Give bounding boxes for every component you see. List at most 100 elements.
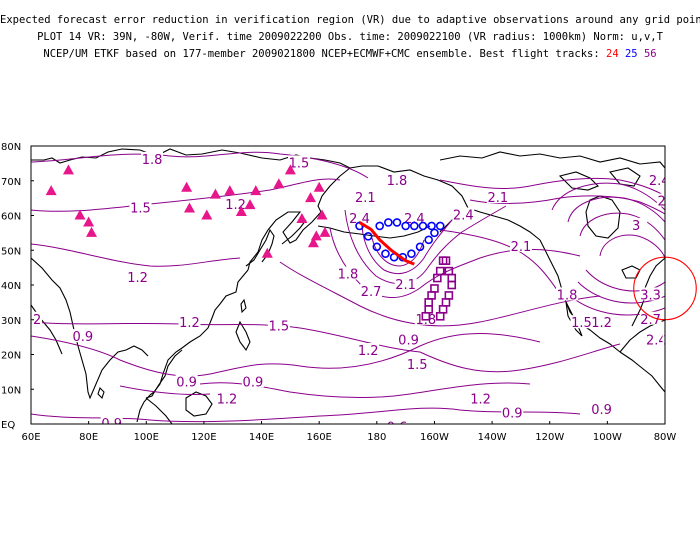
lat-tick-label: 50N [1, 246, 21, 257]
coast-taiwan [240, 298, 247, 314]
contour-label-bg [486, 190, 509, 204]
track-56-point [430, 284, 439, 293]
track-25-point [409, 221, 419, 231]
contour-label-bg [385, 172, 408, 186]
axis-labels: 80N 70N 60N 50N 40N 30N 20N 10N EQ 60E 80E 100E 120E… [1, 142, 676, 443]
coast-great-lakes [621, 265, 641, 279]
lon-tick-label: 80E [79, 432, 98, 443]
contour-label: 1.8 [338, 268, 359, 283]
triangle-marker [319, 226, 331, 237]
coast-kurils [281, 219, 307, 245]
contour-1-8-north [31, 151, 369, 179]
contour-label: 2.4 [646, 334, 667, 349]
contour-label: 2.7 [361, 285, 382, 300]
triangle-marker [307, 237, 319, 248]
lat-tick-label: 20N [1, 351, 21, 362]
triangle-marker [305, 192, 317, 203]
triangle-marker [45, 185, 57, 196]
lon-tick-label: 140W [478, 432, 507, 443]
contour-label: 2.4 [649, 174, 670, 189]
map-background [31, 146, 665, 424]
lat-tick-label: 80N [1, 142, 21, 153]
triangle-marker [235, 206, 247, 217]
contour-label: 0.9 [502, 407, 523, 422]
contour-label: 2.7 [640, 313, 661, 328]
contour-2-4-atlantic [551, 182, 665, 211]
lon-tick-label: 140E [249, 432, 274, 443]
coast-north-america-arctic [439, 151, 665, 169]
track-25-point [375, 221, 385, 231]
triangle-marker [250, 185, 262, 196]
observation-sites [45, 164, 331, 258]
contour-label: 1.2 [358, 344, 379, 359]
contour-label: 1.2 [179, 316, 200, 331]
contour-label: 1.2 [470, 393, 491, 408]
lon-tick-label: 120E [191, 432, 216, 443]
contour-label: 2.4 [349, 212, 370, 227]
contour-label-bg [354, 190, 377, 204]
contour-label: 1.2 [591, 316, 612, 331]
contour-labels: 1.8 1.51.82.12.41.5 1.21.2 1.82.72.42.12.42… [31, 151, 700, 435]
contour-label: 1.8 [142, 153, 163, 168]
contour-label: 2.1 [663, 334, 684, 349]
track-25-point [384, 218, 393, 227]
contour-label-bg [385, 419, 408, 424]
coast-india [31, 257, 149, 400]
lon-tick-label: 80W [654, 432, 677, 443]
triangle-marker [244, 199, 256, 210]
track-56-label: 56 [643, 48, 657, 60]
track-25-point [424, 235, 433, 245]
coast-east-asia [149, 269, 249, 396]
track-25-point [363, 232, 373, 241]
contour-label: 2.1 [488, 191, 509, 206]
coast-kamchatka-okhotsk [247, 167, 351, 271]
contour-label: 2.4 [453, 209, 474, 224]
coastlines [31, 148, 665, 424]
track-25-point [427, 221, 436, 231]
contour-label-bg [645, 332, 665, 346]
contour-label: 0.9 [398, 334, 419, 349]
track-25-label: 25 [624, 48, 638, 60]
contour-label: 3.3 [640, 288, 661, 303]
contour-1-2-east [419, 343, 621, 373]
triangle-marker [86, 226, 98, 237]
map-annotations: 1.8 1.51.82.12.41.5 1.21.2 1.82.72.42.12.42… [31, 151, 700, 435]
contour-label-bg [662, 332, 665, 346]
coast-canadian-archipelago [558, 167, 641, 191]
contour-1-2-north [31, 243, 241, 267]
contour-2-1-arctic [469, 195, 665, 215]
contour-label: 2.1 [355, 191, 376, 206]
title-line-1: Expected forecast error reduction in ver… [0, 14, 700, 26]
triangle-marker [83, 216, 95, 227]
contour-label: 1.2 [127, 271, 148, 286]
flight-tracks [355, 218, 457, 321]
contour-label-bg [215, 391, 238, 405]
contour-1-8-east [439, 229, 561, 295]
contour-2-7-atlantic [567, 196, 665, 223]
contour-label-bg [639, 311, 662, 325]
contour-label-bg [360, 283, 383, 297]
triangle-marker [224, 185, 236, 196]
contour-1-8-arctic-america [439, 177, 665, 197]
contour-label: 0.9 [73, 330, 94, 345]
contour-label: 0.6 [387, 420, 408, 435]
contour-label-bg [452, 207, 475, 221]
triangle-marker [74, 209, 86, 220]
contour-label-bg [414, 311, 437, 325]
contour-label-bg [639, 287, 662, 301]
contour-label: 2.1 [683, 160, 700, 175]
contour-label-bg [141, 151, 164, 165]
lon-tick-label: 120W [535, 432, 564, 443]
contour-label-bg [178, 315, 201, 329]
contour-1-2-south [31, 321, 421, 353]
coast-borneo [185, 391, 213, 417]
track-25-point [381, 249, 390, 259]
lat-tick-label: 30N [1, 316, 21, 327]
coast-central-america [619, 351, 665, 393]
contour-label-bg [348, 210, 371, 224]
contour-label: 3 [632, 219, 640, 234]
track-25-point [430, 228, 439, 238]
track-25-point [418, 221, 428, 231]
contour-label-bg [556, 287, 579, 301]
